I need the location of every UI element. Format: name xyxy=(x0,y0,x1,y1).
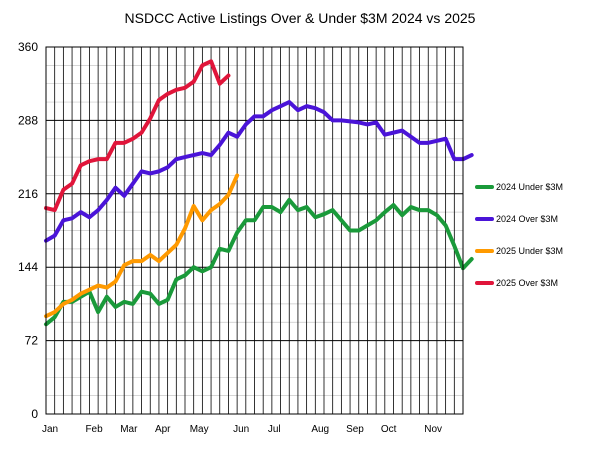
x-tick-label: Jun xyxy=(233,424,249,435)
x-tick-label: Mar xyxy=(120,424,138,435)
y-tick-label: 360 xyxy=(18,40,38,54)
series-line-2 xyxy=(44,100,474,243)
y-tick-label: 216 xyxy=(18,187,38,201)
plot-frame xyxy=(45,46,464,415)
legend: 2024 Under $3M 2024 Over $3M 2025 Under $3… xyxy=(475,182,563,288)
series-line-3 xyxy=(44,173,240,319)
x-tick-label: May xyxy=(190,424,209,435)
y-tick-label: 0 xyxy=(31,407,38,421)
x-tick-label: Oct xyxy=(381,424,397,435)
x-tick-label: Nov xyxy=(424,424,442,435)
chart-title: NSDCC Active Listings Over & Under $3M 2… xyxy=(125,10,476,26)
series-line-4 xyxy=(44,59,231,213)
y-axis: 0 72 144 216 288 360 xyxy=(18,40,38,421)
x-tick-label: Jan xyxy=(42,424,58,435)
x-tick-label: Feb xyxy=(85,424,103,435)
legend-label: 2024 Under $3M xyxy=(496,182,563,192)
x-axis: Jan Feb Mar Apr May Jun Jul Aug Sep Oct Nov xyxy=(42,424,442,435)
legend-label: 2025 Over $3M xyxy=(496,278,558,288)
y-tick-label: 72 xyxy=(25,334,39,348)
x-tick-label: Aug xyxy=(311,424,329,435)
series-line-1 xyxy=(44,197,474,327)
series-lines xyxy=(44,59,474,327)
x-tick-label: Sep xyxy=(346,424,364,435)
grid-major xyxy=(46,46,463,415)
x-tick-label: Jul xyxy=(268,424,281,435)
y-tick-label: 144 xyxy=(18,260,38,274)
legend-label: 2025 Under $3M xyxy=(496,246,563,256)
legend-label: 2024 Over $3M xyxy=(496,214,558,224)
x-tick-label: Apr xyxy=(155,424,171,435)
y-tick-label: 288 xyxy=(18,113,38,127)
